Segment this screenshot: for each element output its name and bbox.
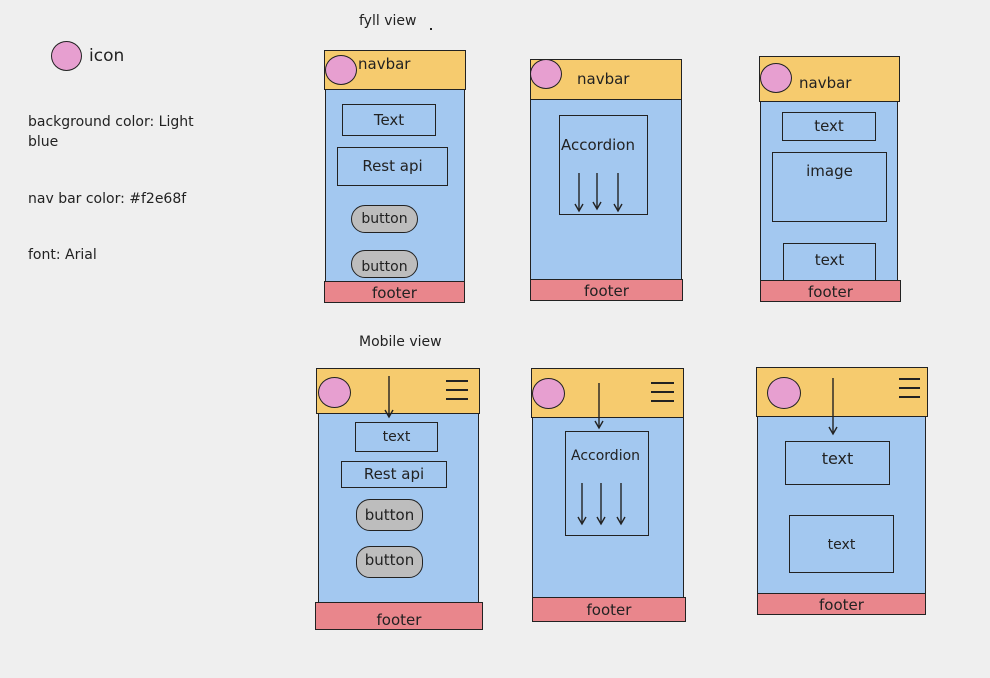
- text-box: text: [355, 422, 438, 452]
- footer: footer: [530, 279, 683, 301]
- footer: footer: [757, 593, 926, 615]
- hamburger-icon[interactable]: [899, 378, 920, 380]
- navbar-label: navbar: [799, 74, 852, 92]
- accordion-label: Accordion: [561, 136, 635, 154]
- hamburger-icon-line: [651, 400, 674, 402]
- hamburger-icon-line: [651, 391, 674, 393]
- text-box: Text: [342, 104, 436, 136]
- button-2: button: [356, 546, 423, 578]
- navbar-icon-circle: [318, 377, 351, 408]
- hamburger-icon[interactable]: [446, 380, 468, 382]
- legend-nav-bar-color: nav bar color: #f2e68f: [28, 191, 187, 207]
- footer: footer: [324, 281, 465, 303]
- navbar-icon-circle: [760, 63, 792, 93]
- hamburger-icon[interactable]: [651, 382, 674, 384]
- mobile-view-title: Mobile view: [359, 334, 442, 350]
- button-1: button: [351, 205, 418, 233]
- text-box-2: text: [789, 515, 894, 573]
- navbar-label: navbar: [577, 70, 630, 88]
- dropdown-arrow: [594, 383, 604, 430]
- rest-api-box: Rest api: [337, 147, 448, 186]
- hamburger-icon-line: [899, 396, 920, 398]
- accordion-label: Accordion: [571, 448, 641, 464]
- hamburger-icon-line: [446, 389, 468, 391]
- navbar-icon-circle: [767, 377, 801, 409]
- navbar: [531, 368, 684, 418]
- text-box-2: text: [783, 243, 876, 281]
- rest-api-box: Rest api: [341, 461, 447, 488]
- footer: footer: [532, 597, 686, 622]
- text-box-1: text: [785, 441, 890, 485]
- button-2: button: [351, 250, 418, 278]
- legend-icon-circle: [51, 41, 82, 71]
- dropdown-arrow: [828, 378, 838, 436]
- frame-body: [530, 97, 682, 281]
- hamburger-icon-line: [446, 398, 468, 400]
- accordion-box: [565, 431, 649, 536]
- accordion-box: [559, 115, 648, 215]
- image-box: image: [772, 152, 887, 222]
- accordion-arrows: [574, 173, 623, 213]
- hamburger-icon-line: [899, 387, 920, 389]
- accordion-arrows: [577, 483, 626, 526]
- legend-font: font: Arial: [28, 247, 97, 263]
- footer: footer: [315, 602, 483, 630]
- stray-dot: [430, 28, 432, 30]
- navbar-icon-circle: [530, 59, 562, 89]
- full-view-title: fyll view: [359, 13, 417, 29]
- navbar-label: navbar: [358, 55, 411, 73]
- navbar-icon-circle: [532, 378, 565, 409]
- navbar-icon-circle: [325, 55, 357, 85]
- legend-icon-label: icon: [89, 46, 125, 66]
- legend-background-color: background color: Light blue: [28, 114, 194, 150]
- dropdown-arrow: [384, 376, 394, 419]
- text-box-1: text: [782, 112, 876, 141]
- footer: footer: [760, 280, 901, 302]
- button-1: button: [356, 499, 423, 531]
